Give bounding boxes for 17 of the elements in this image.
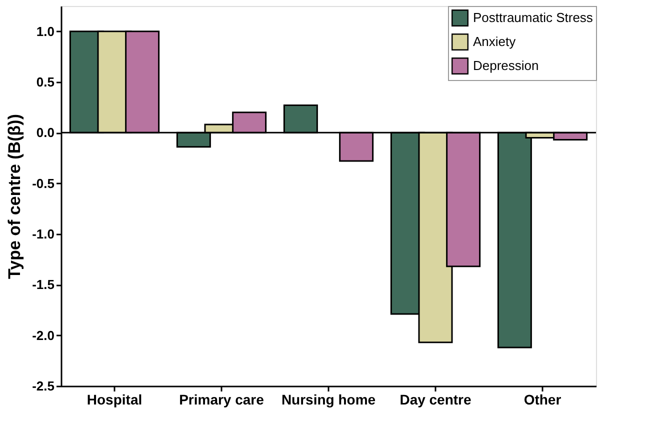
x-tick-label: Other xyxy=(524,392,562,408)
x-tick-label: Nursing home xyxy=(281,392,376,408)
y-tick-label: 1.0 xyxy=(36,24,54,39)
y-tick-label: -2.0 xyxy=(32,328,54,343)
y-tick-label: 0.0 xyxy=(36,125,54,140)
y-tick-label: -2.5 xyxy=(32,378,54,394)
legend-label: Anxiety xyxy=(473,34,516,49)
y-tick-label: -1.0 xyxy=(32,226,54,242)
y-tick-label: -1.5 xyxy=(32,277,54,292)
x-tick-label: Hospital xyxy=(86,392,142,408)
y-axis-title: Type of centre (B(β)) xyxy=(5,114,24,279)
x-tick-label: Day centre xyxy=(400,392,472,408)
y-tick-label: 0.5 xyxy=(36,74,54,90)
legend-label: Posttraumatic Stress xyxy=(473,10,594,25)
legend-label: Depression xyxy=(473,58,539,73)
y-tick-label: -0.5 xyxy=(32,176,54,191)
x-tick-label: Primary care xyxy=(179,392,264,408)
